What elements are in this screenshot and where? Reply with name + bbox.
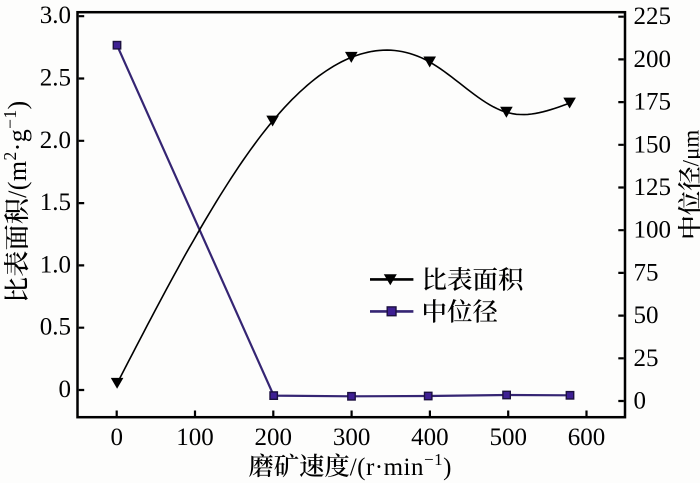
svg-text:100: 100 — [634, 217, 672, 244]
svg-text:300: 300 — [333, 424, 371, 451]
svg-text:1.0: 1.0 — [40, 251, 71, 278]
svg-text:225: 225 — [634, 3, 672, 30]
svg-text:2.5: 2.5 — [40, 65, 71, 92]
svg-text:2.0: 2.0 — [40, 127, 71, 154]
svg-text:0.5: 0.5 — [40, 314, 71, 341]
svg-text:600: 600 — [568, 424, 606, 451]
svg-text:125: 125 — [634, 174, 672, 201]
svg-text:50: 50 — [634, 302, 659, 329]
svg-text:0: 0 — [634, 388, 647, 415]
svg-text:175: 175 — [634, 89, 672, 116]
svg-text:150: 150 — [634, 131, 672, 158]
svg-text:200: 200 — [634, 46, 672, 73]
svg-text:3.0: 3.0 — [40, 2, 71, 29]
svg-text:75: 75 — [634, 259, 659, 286]
svg-text:500: 500 — [489, 424, 527, 451]
svg-text:0: 0 — [110, 424, 123, 451]
svg-text:1.5: 1.5 — [40, 189, 71, 216]
svg-text:25: 25 — [634, 345, 659, 372]
svg-text:400: 400 — [411, 424, 449, 451]
svg-text:0: 0 — [59, 376, 72, 403]
svg-text:/μm: /μm — [679, 130, 700, 167]
svg-text:100: 100 — [176, 424, 214, 451]
svg-text:200: 200 — [255, 424, 293, 451]
